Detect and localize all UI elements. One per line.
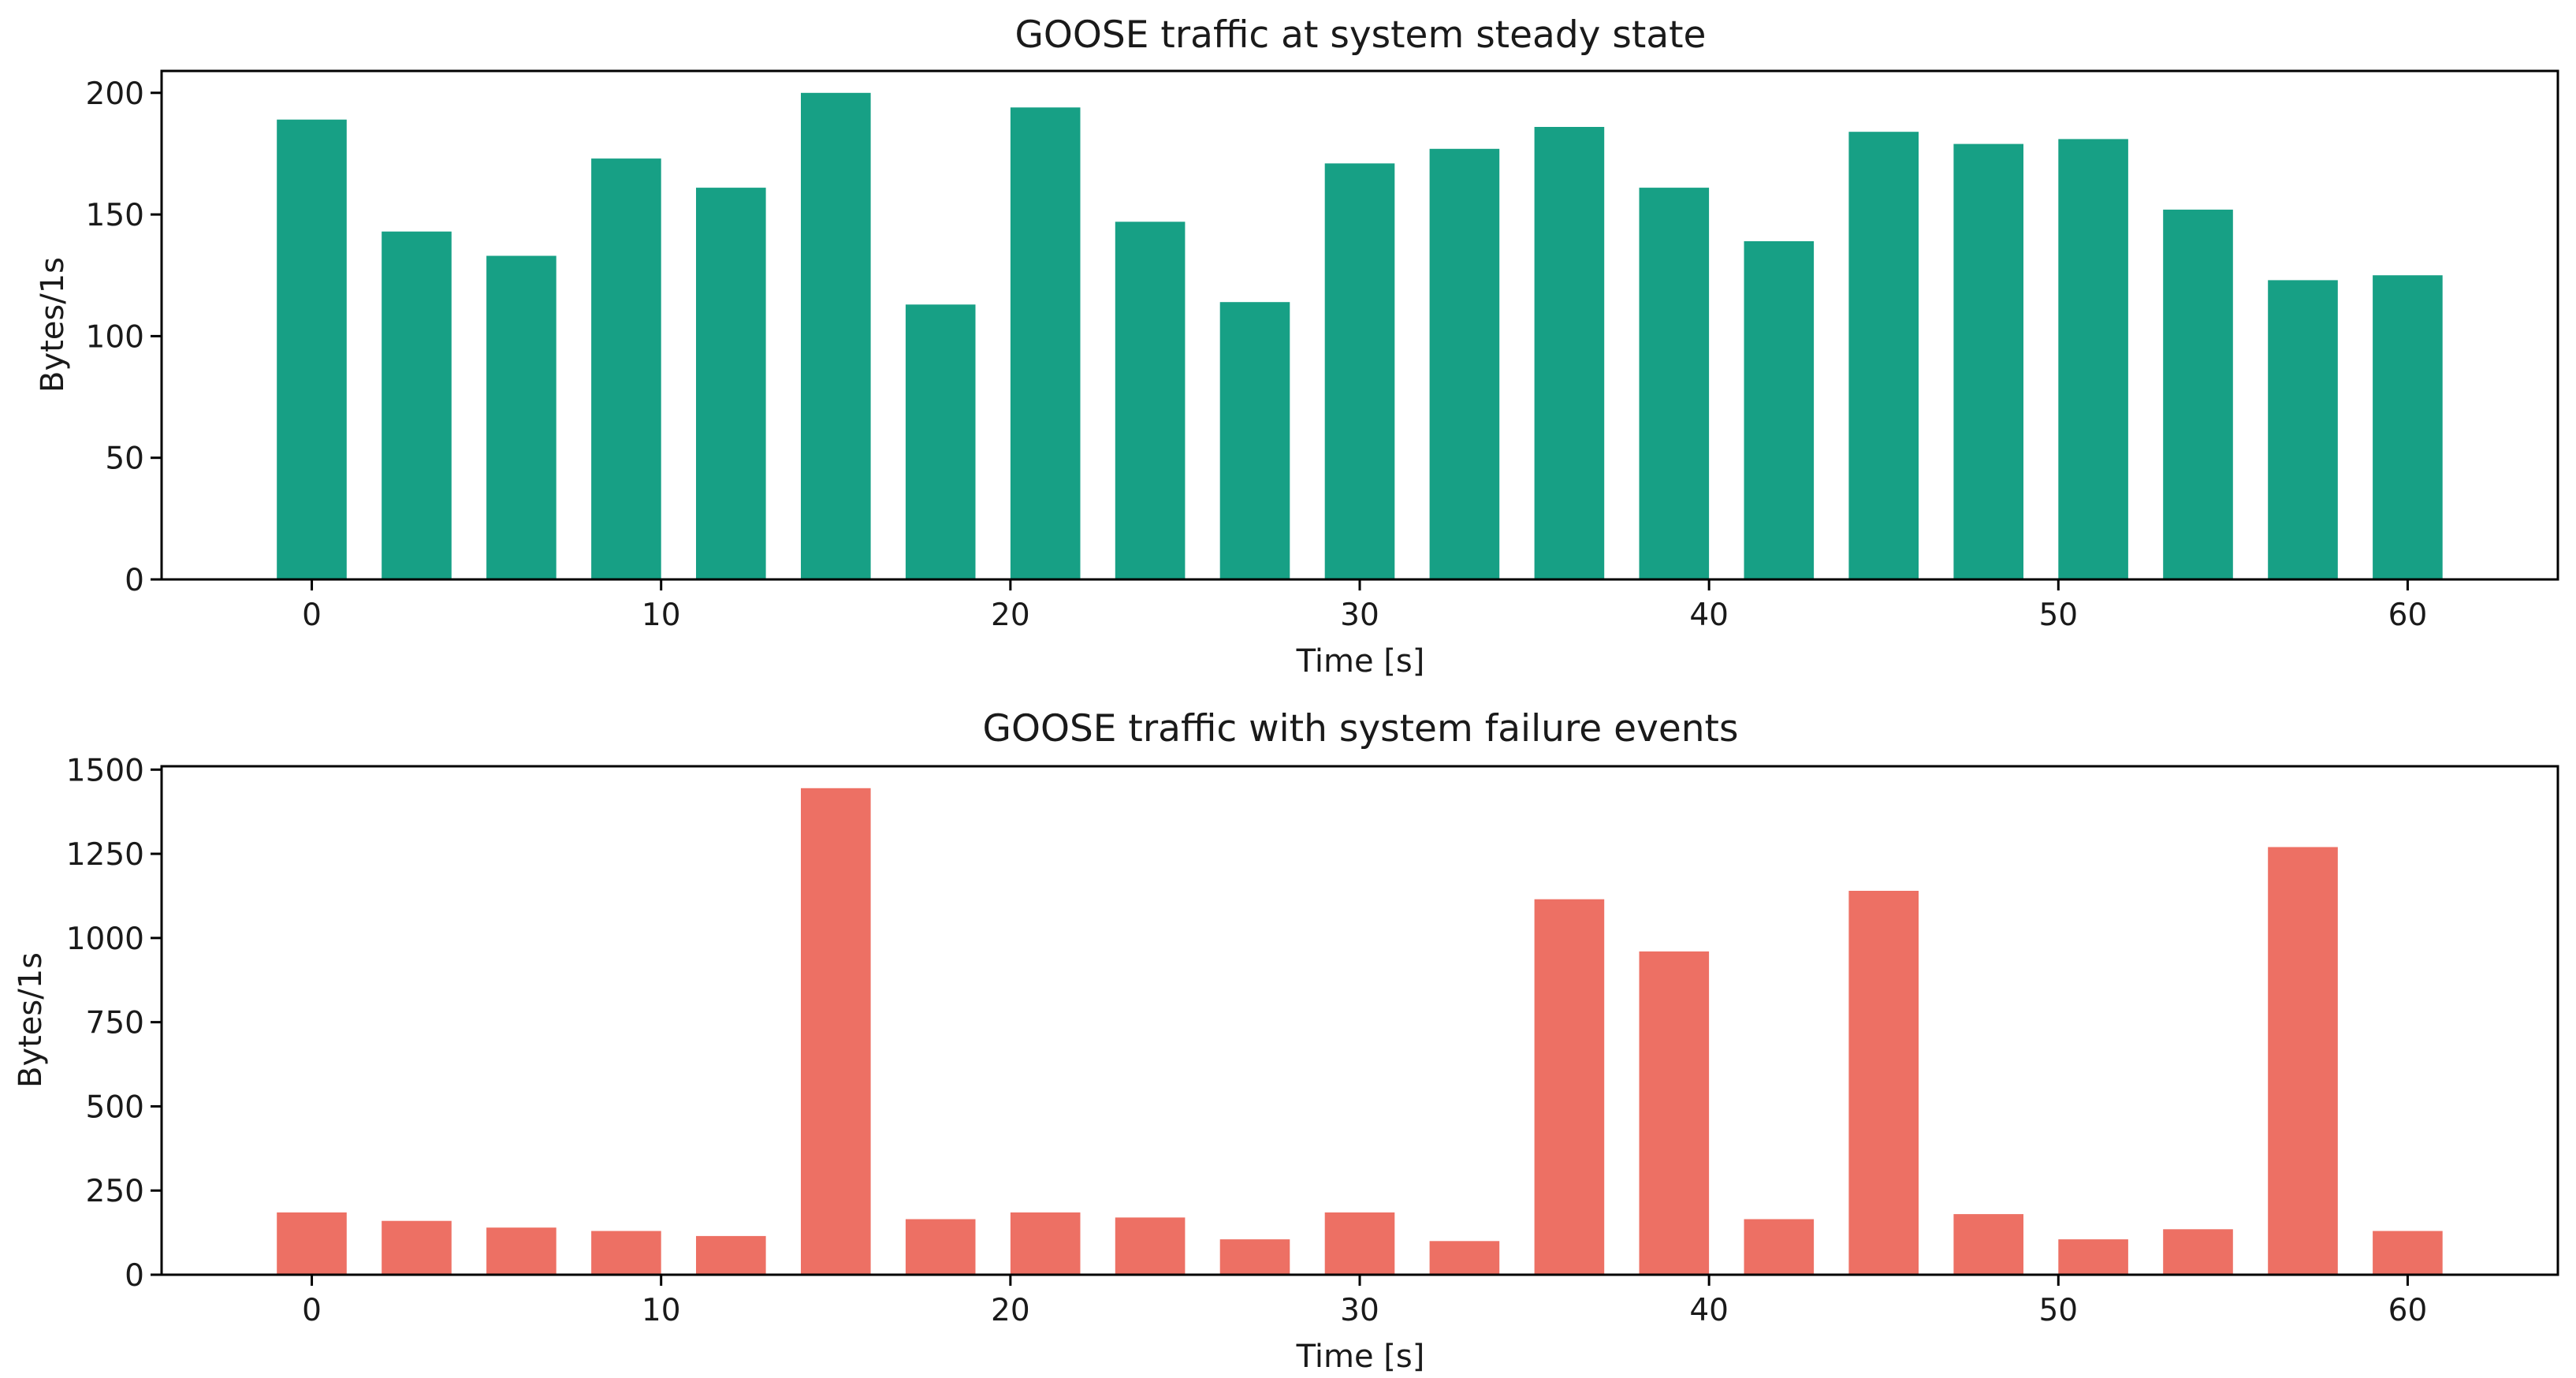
bar bbox=[382, 231, 452, 579]
bar bbox=[1324, 1212, 1395, 1275]
failure-events-chart: GOOSE traffic with system failure events… bbox=[13, 707, 2559, 1375]
bar bbox=[905, 304, 976, 579]
bar bbox=[1010, 1212, 1081, 1275]
y-tick-label: 50 bbox=[105, 441, 144, 477]
bar bbox=[801, 788, 871, 1275]
bar bbox=[2373, 1231, 2443, 1275]
bar bbox=[1639, 951, 1710, 1275]
bar bbox=[1744, 1219, 1815, 1275]
x-axis-ticks: 0 10 20 30 40 50 60 bbox=[302, 579, 2427, 633]
bars-series bbox=[277, 788, 2443, 1275]
bar bbox=[486, 255, 557, 579]
bar bbox=[1534, 127, 1605, 579]
bar bbox=[1639, 188, 1710, 579]
y-axis-ticks: 0 50 100 150 200 bbox=[86, 76, 162, 598]
chart-title: GOOSE traffic with system failure events bbox=[983, 707, 1739, 750]
bar bbox=[2163, 209, 2233, 579]
x-tick-label: 60 bbox=[2388, 598, 2428, 633]
bar bbox=[591, 158, 661, 580]
bar bbox=[591, 1231, 661, 1275]
y-tick-label: 100 bbox=[86, 319, 144, 355]
bar bbox=[1115, 222, 1186, 579]
y-tick-label: 150 bbox=[86, 198, 144, 233]
bar bbox=[1219, 302, 1290, 579]
y-tick-label: 0 bbox=[125, 1258, 144, 1294]
x-tick-label: 10 bbox=[642, 1293, 681, 1328]
bar bbox=[1534, 899, 1605, 1275]
bar bbox=[696, 188, 766, 579]
x-axis-ticks: 0 10 20 30 40 50 60 bbox=[302, 1275, 2427, 1328]
bar bbox=[1324, 163, 1395, 580]
bar bbox=[1953, 143, 2023, 580]
y-axis-ticks: 0 250 500 750 1000 1250 1500 bbox=[66, 753, 162, 1294]
bar bbox=[2268, 280, 2338, 579]
x-axis-label: Time [s] bbox=[1296, 643, 1425, 680]
x-axis-label: Time [s] bbox=[1296, 1339, 1425, 1375]
x-tick-label: 40 bbox=[1689, 598, 1729, 633]
y-tick-label: 250 bbox=[86, 1174, 144, 1209]
bar bbox=[382, 1220, 452, 1275]
x-tick-label: 30 bbox=[1340, 1293, 1379, 1328]
bar bbox=[1848, 891, 1919, 1275]
bar bbox=[1953, 1214, 2023, 1275]
x-tick-label: 0 bbox=[302, 1293, 322, 1328]
bar bbox=[1010, 107, 1081, 580]
y-axis-label: Bytes/1s bbox=[35, 257, 71, 393]
bar bbox=[1219, 1239, 1290, 1275]
bar bbox=[2373, 275, 2443, 579]
bars-series bbox=[277, 92, 2443, 580]
bar bbox=[696, 1235, 766, 1275]
bar bbox=[1848, 132, 1919, 579]
y-tick-label: 200 bbox=[86, 76, 144, 112]
y-tick-label: 1000 bbox=[66, 922, 144, 957]
bar bbox=[2163, 1229, 2233, 1275]
x-tick-label: 20 bbox=[991, 598, 1030, 633]
steady-state-chart: GOOSE traffic at system steady state 0 10… bbox=[35, 13, 2559, 680]
y-tick-label: 0 bbox=[125, 563, 144, 598]
x-tick-label: 50 bbox=[2038, 598, 2078, 633]
chart-title: GOOSE traffic at system steady state bbox=[1015, 13, 1707, 57]
y-tick-label: 1500 bbox=[66, 753, 144, 788]
bar bbox=[2058, 139, 2128, 579]
bar bbox=[801, 92, 871, 580]
bar bbox=[905, 1219, 976, 1275]
bar bbox=[1429, 148, 1500, 580]
x-tick-label: 20 bbox=[991, 1293, 1030, 1328]
bar bbox=[277, 1212, 347, 1275]
y-tick-label: 750 bbox=[86, 1006, 144, 1041]
bar bbox=[2268, 847, 2338, 1275]
bar bbox=[2058, 1239, 2128, 1275]
bar bbox=[1744, 241, 1815, 579]
x-tick-label: 40 bbox=[1689, 1293, 1729, 1328]
bar bbox=[1115, 1217, 1186, 1275]
y-axis-label: Bytes/1s bbox=[13, 952, 49, 1088]
x-tick-label: 30 bbox=[1340, 598, 1379, 633]
y-tick-label: 1250 bbox=[66, 837, 144, 873]
bar bbox=[277, 119, 347, 579]
x-tick-label: 10 bbox=[642, 598, 681, 633]
bar bbox=[486, 1227, 557, 1275]
y-tick-label: 500 bbox=[86, 1089, 144, 1125]
x-tick-label: 60 bbox=[2388, 1293, 2428, 1328]
bar bbox=[1429, 1241, 1500, 1275]
x-tick-label: 0 bbox=[302, 598, 322, 633]
x-tick-label: 50 bbox=[2038, 1293, 2078, 1328]
